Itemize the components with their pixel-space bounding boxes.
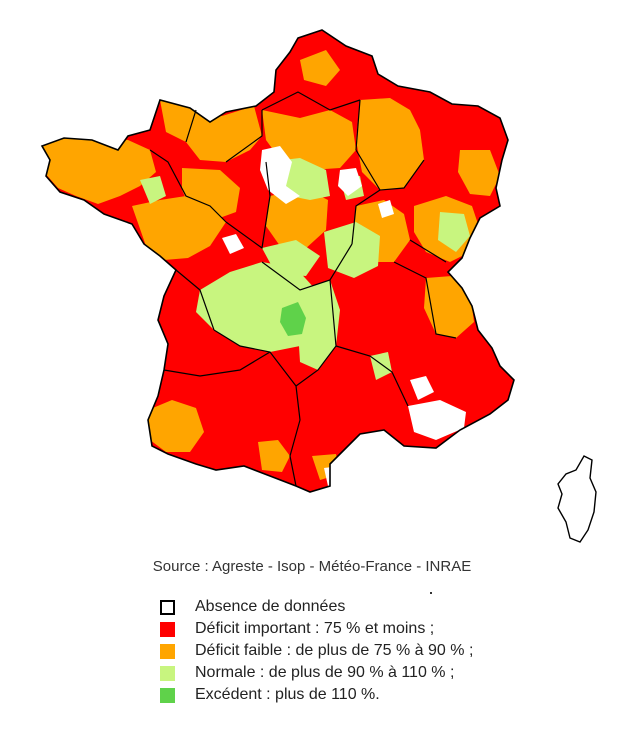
zone-deficit-faible-bretagne [42, 132, 156, 204]
zone-normale-bretagne-spot [140, 176, 166, 204]
legend-item-normale: Normale : de plus de 90 % à 110 % ; [160, 662, 473, 684]
zone-absence-pays-loire [222, 234, 244, 254]
legend-item-deficit-important: Déficit important : 75 % et moins ; [160, 618, 473, 640]
zone-deficit-faible-alsace [458, 150, 500, 196]
legend-item-excedent: Excédent : plus de 110 %. [160, 684, 473, 706]
zone-absence-ain [378, 200, 394, 218]
zone-absence-champagne [338, 168, 362, 196]
zone-absence-provence [408, 400, 466, 440]
zone-excedent-cantal [280, 302, 306, 336]
source-caption: Source : Agreste - Isop - Météo-France -… [152, 558, 472, 575]
legend-swatch-normale [160, 665, 175, 681]
legend-label-deficit-faible: Déficit faible : de plus de 75 % à 90 % … [195, 642, 474, 659]
zone-deficit-faible-normandie [160, 100, 262, 162]
zone-normale-jura [438, 212, 470, 252]
legend-swatch-deficit-important [160, 621, 175, 637]
zone-normale-auvergne [298, 280, 340, 370]
zone-absence-ile-de-france [260, 146, 300, 204]
legend-label-deficit-important: Déficit important : 75 % et moins ; [195, 620, 435, 637]
legend-label-excedent: Excédent : plus de 110 %. [195, 686, 380, 703]
zone-deficit-faible-loiret [266, 188, 328, 250]
zone-normale-nievre [324, 222, 380, 278]
legend-label-normale: Normale : de plus de 90 % à 110 % ; [195, 664, 455, 681]
zone-deficit-faible-alpes [424, 276, 474, 338]
zone-deficit-faible-landes [148, 400, 204, 452]
zone-deficit-faible-centre [182, 168, 240, 220]
legend-item-absence: Absence de données [160, 596, 473, 618]
map-legend: Absence de données Déficit important : 7… [160, 596, 473, 706]
zone-normale-loire [262, 240, 320, 276]
france-outline [40, 29, 515, 493]
region-boundaries [149, 91, 457, 487]
zone-deficit-faible-pyrenees [258, 440, 290, 472]
legend-swatch-deficit-faible [160, 643, 175, 659]
zone-absence-vaucluse [410, 376, 434, 400]
legend-label-absence: Absence de données [195, 598, 346, 615]
zone-normale-rhone-spot [370, 352, 392, 380]
legend-item-deficit-faible: Déficit faible : de plus de 75 % à 90 % … [160, 640, 473, 662]
legend-swatch-excedent [160, 687, 175, 703]
france-map-svg [40, 29, 597, 543]
france-map [40, 29, 597, 543]
legend-swatch-absence [160, 599, 175, 615]
corsica-island [557, 455, 597, 543]
stray-dot [430, 592, 432, 594]
zone-deficit-faible-champagne [300, 50, 340, 86]
zone-deficit-faible-nordest [356, 98, 424, 190]
